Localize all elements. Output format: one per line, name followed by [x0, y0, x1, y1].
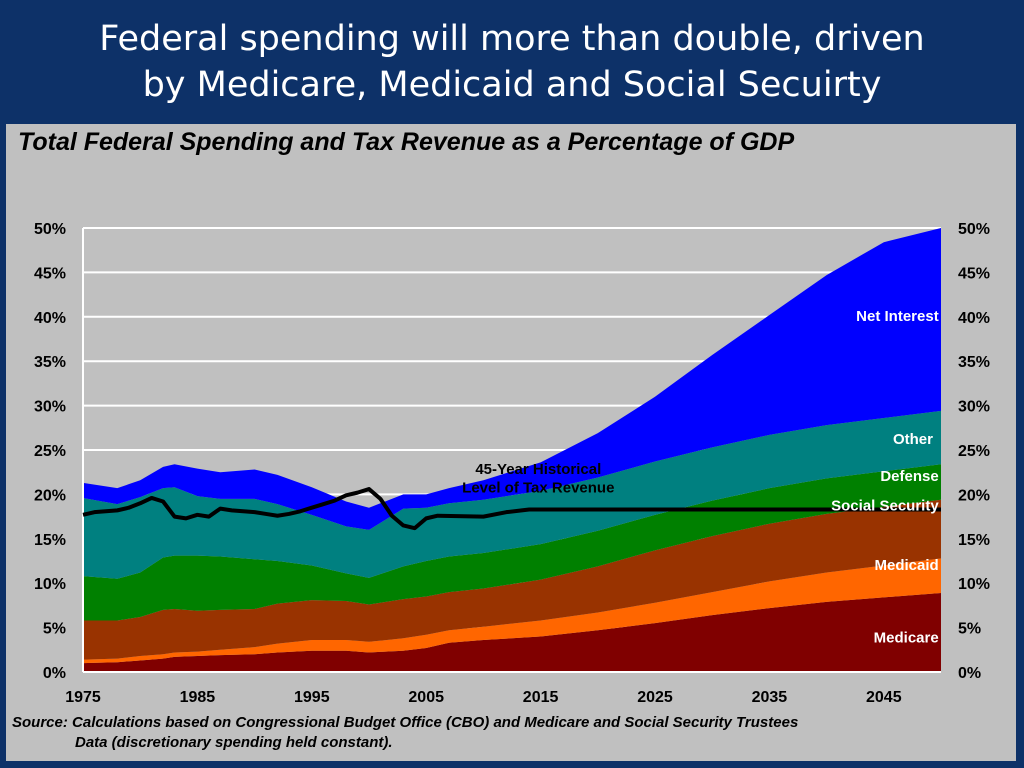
- y-tick-label-right: 25%: [958, 443, 990, 460]
- y-tick-label-left: 0%: [43, 665, 66, 682]
- area-other: [83, 410, 941, 579]
- slide-title-line-2: by Medicare, Medicaid and Social Secuirt…: [142, 65, 882, 105]
- label-other: Other: [893, 431, 933, 448]
- y-tick-label-left: 45%: [34, 265, 66, 282]
- chart-panel: 0% 0% 5% 5% 10% 10% 15% 15% 20% 20% 25% 25% 30% 30% 35…: [6, 124, 1016, 761]
- label-medicare: Medicare: [874, 630, 939, 647]
- label-social-security: Social Security: [831, 497, 939, 514]
- y-tick-label-right: 40%: [958, 310, 990, 327]
- label-defense: Defense: [880, 468, 938, 485]
- source-line-2: Data (discretionary spending held consta…: [75, 734, 393, 751]
- label-medicaid: Medicaid: [875, 557, 939, 574]
- source-line-1: Source: Calculations based on Congressio…: [12, 714, 799, 731]
- y-tick-label-right: 10%: [958, 576, 990, 593]
- y-tick-label-left: 35%: [34, 354, 66, 371]
- x-tick-label: 2015: [523, 689, 559, 706]
- y-tick-label-right: 5%: [958, 621, 981, 638]
- area-medicare: [83, 592, 941, 672]
- y-tick-label-left: 5%: [43, 621, 66, 638]
- y-tick-label-right: 30%: [958, 399, 990, 416]
- y-tick-label-right: 45%: [958, 265, 990, 282]
- x-tick-label: 1975: [65, 689, 101, 706]
- y-tick-label-left: 10%: [34, 576, 66, 593]
- x-tick-label: 2045: [866, 689, 902, 706]
- chart-title: Total Federal Spending and Tax Revenue a…: [18, 128, 795, 156]
- y-tick-label-left: 40%: [34, 310, 66, 327]
- tax-revenue-line: [82, 487, 941, 531]
- chart-canvas: 0% 0% 5% 5% 10% 10% 15% 15% 20% 20% 25% 25% 30% 30% 35…: [34, 221, 990, 706]
- label-net-interest: Net Interest: [856, 308, 939, 325]
- area-social-security: [83, 499, 941, 660]
- y-tick-label-right: 50%: [958, 221, 990, 238]
- y-tick-label-right: 0%: [958, 665, 981, 682]
- x-tick-label: 1985: [180, 689, 216, 706]
- area-defense: [83, 464, 941, 621]
- slide-title-line-1: Federal spending will more than double, …: [99, 19, 925, 59]
- source-note: Source: Calculations based on Congressio…: [12, 713, 1007, 753]
- x-tick-label: 2025: [637, 689, 673, 706]
- area-net-interest: [83, 228, 941, 530]
- y-tick-label-left: 15%: [34, 532, 66, 549]
- tax-revenue-label-line-1: 45-Year Historical: [475, 461, 601, 478]
- y-tick-label-left: 30%: [34, 399, 66, 416]
- y-tick-label-left: 20%: [34, 487, 66, 504]
- x-tick-label: 2005: [408, 689, 444, 706]
- y-tick-label-right: 35%: [958, 354, 990, 371]
- slide-title: Federal spending will more than double, …: [0, 0, 1024, 122]
- tax-revenue-label-line-2: Level of Tax Revenue: [462, 480, 614, 497]
- y-tick-label-left: 50%: [34, 221, 66, 238]
- y-tick-label-right: 15%: [958, 532, 990, 549]
- y-tick-label-left: 25%: [34, 443, 66, 460]
- x-tick-label: 2035: [752, 689, 788, 706]
- x-tick-label: 1995: [294, 689, 330, 706]
- y-tick-label-right: 20%: [958, 487, 990, 504]
